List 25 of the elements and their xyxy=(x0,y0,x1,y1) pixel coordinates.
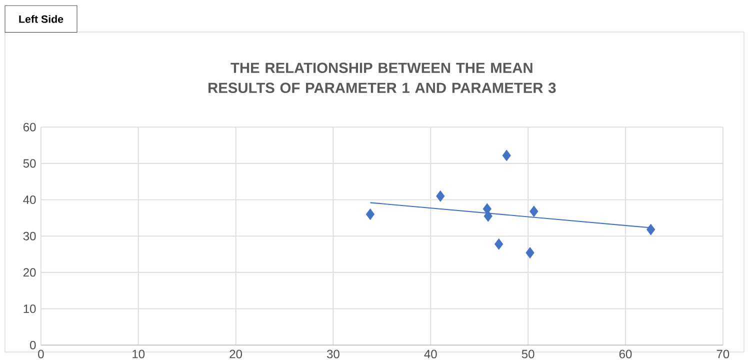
point xyxy=(366,208,374,220)
point xyxy=(530,206,538,217)
x-tick-label: 40 xyxy=(424,350,437,358)
x-tick-label: 60 xyxy=(619,350,632,358)
chart-title: THE RELATIONSHIP BETWEEN THE MEAN RESULTS OF PARAMETER 1 AND PARAMETER 3 xyxy=(208,62,556,94)
x-tick-label: 30 xyxy=(326,350,340,358)
y-tick-label: 20 xyxy=(23,268,36,277)
y-tick-label: 40 xyxy=(23,196,36,204)
y-tick-label: 60 xyxy=(23,122,36,132)
y-tick-label: 0 xyxy=(30,340,36,350)
x-tick-label: 50 xyxy=(522,350,534,358)
text: Left Side xyxy=(19,15,64,23)
point xyxy=(484,210,492,222)
y-tick-label: 30 xyxy=(23,232,36,240)
point xyxy=(494,238,504,250)
y-tick-label: 10 xyxy=(24,304,36,314)
point xyxy=(436,190,445,202)
x-tick-label: 0 xyxy=(38,350,44,358)
x-tick-label: 70 xyxy=(716,350,730,358)
x-tick-label: 20 xyxy=(230,350,242,358)
y-tick-label: 50 xyxy=(23,159,36,168)
point xyxy=(646,224,656,236)
point xyxy=(526,247,534,258)
x-tick-label: 10 xyxy=(132,350,145,358)
point xyxy=(502,150,511,162)
